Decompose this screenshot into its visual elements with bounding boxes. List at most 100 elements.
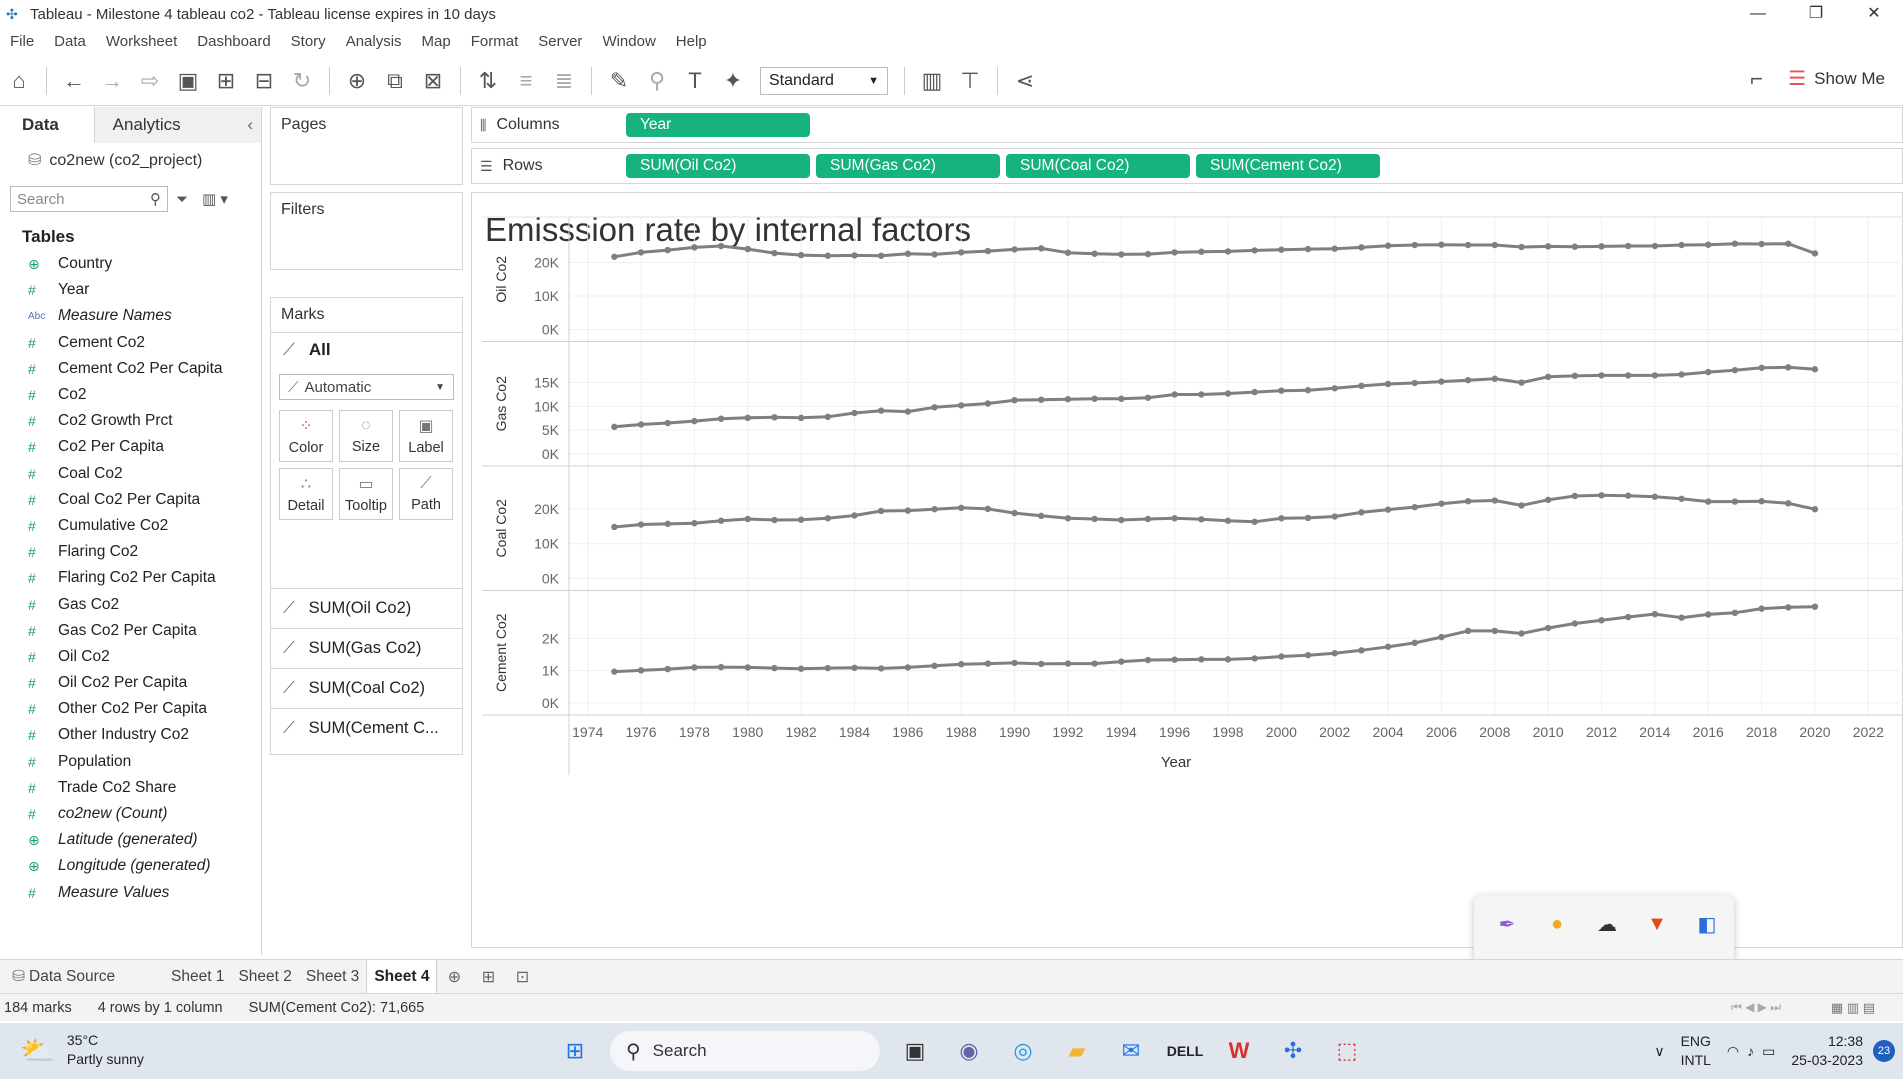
marks-all-tab[interactable]: ⟋ All — [271, 332, 462, 366]
menu-help[interactable]: Help — [675, 33, 707, 50]
menu-analysis[interactable]: Analysis — [345, 33, 402, 50]
field-co2new-count[interactable]: # co2new (Count) — [0, 801, 261, 827]
field-gas-co2[interactable]: # Gas Co2 — [0, 591, 261, 617]
tab-sheet-3[interactable]: Sheet 3 — [305, 967, 360, 985]
tooltip-mark-button[interactable]: ▭ Tooltip — [339, 468, 393, 520]
field-gas-co2-per-capita[interactable]: # Gas Co2 Per Capita — [0, 618, 261, 644]
redo-icon[interactable]: ⇨ — [140, 67, 160, 93]
columns-shelf[interactable]: ⫼ Columns Year — [471, 107, 1903, 143]
chevron-up-icon[interactable]: ∨ — [1654, 1042, 1665, 1059]
datasource-item[interactable]: ⛁ co2new (co2_project) — [0, 143, 261, 179]
field-cumulative-co2[interactable]: # Cumulative Co2 — [0, 513, 261, 539]
field-co2[interactable]: # Co2 — [0, 382, 261, 408]
save-icon[interactable]: ▣ — [177, 67, 199, 93]
wifi-icon[interactable]: ◠ — [1726, 1042, 1740, 1059]
fit-icon[interactable]: ▥ — [921, 67, 943, 93]
teams-chat-icon[interactable]: ◉ — [959, 1038, 979, 1063]
highlight-icon[interactable]: ✎ — [609, 67, 629, 93]
field-co2-per-capita[interactable]: # Co2 Per Capita — [0, 434, 261, 460]
mail-icon[interactable]: ✉ — [1121, 1038, 1141, 1063]
field-measure-names[interactable]: Abc Measure Names — [0, 303, 261, 329]
taskbar-search[interactable]: ⚲ Search — [610, 1031, 880, 1071]
field-cement-co2[interactable]: # Cement Co2 — [0, 330, 261, 356]
tab-analytics[interactable]: Analytics ‹ — [94, 107, 261, 143]
menu-worksheet[interactable]: Worksheet — [105, 33, 178, 50]
wps-office-icon[interactable]: W — [1228, 1038, 1250, 1063]
edge-browser-icon[interactable]: ◎ — [1013, 1038, 1033, 1063]
field-cement-co2-per-capita[interactable]: # Cement Co2 Per Capita — [0, 356, 261, 382]
restore-button[interactable]: ❐ — [1808, 5, 1824, 22]
language-indicator[interactable]: ENG INTL — [1681, 1032, 1711, 1070]
windows-start-icon[interactable]: ⊞ — [565, 1038, 585, 1063]
field-measure-values[interactable]: # Measure Values — [0, 880, 261, 906]
field-co2-growth-prct[interactable]: # Co2 Growth Prct — [0, 408, 261, 434]
tab-data[interactable]: Data — [0, 107, 95, 143]
color-mark-button[interactable]: ⁘ Color — [279, 410, 333, 462]
remote-icon[interactable]: ◧ — [1697, 913, 1717, 936]
clear-icon[interactable]: ⊠ — [423, 67, 443, 93]
fit-select[interactable]: Standard ▼ — [760, 66, 888, 95]
group-icon[interactable]: ⚲ — [648, 67, 666, 93]
tab-sheet-1[interactable]: Sheet 1 — [171, 967, 225, 985]
tab-sheet-4[interactable]: Sheet 4 — [366, 959, 438, 994]
new-story-icon[interactable]: ⊡ — [515, 968, 530, 986]
tableau-icon[interactable]: ✣ — [1283, 1038, 1303, 1063]
dell-icon[interactable]: DELL — [1166, 1043, 1204, 1059]
field-coal-co2[interactable]: # Coal Co2 — [0, 461, 261, 487]
field-country[interactable]: ⊕ Country — [0, 251, 261, 277]
field-longitude-generated[interactable]: ⊕ Longitude (generated) — [0, 853, 261, 879]
field-population[interactable]: # Population — [0, 749, 261, 775]
path-mark-button[interactable]: ⟋ Path — [399, 468, 453, 520]
new-worksheet-icon[interactable]: ⊕ — [347, 67, 367, 93]
menu-data[interactable]: Data — [54, 33, 86, 50]
weather-widget[interactable]: ⛅ 35°C Partly sunny — [20, 1031, 144, 1069]
marks-measure-tab[interactable]: ⟋ SUM(Cement C... — [271, 708, 462, 748]
rows-pill-sum-oil-co2[interactable]: SUM(Oil Co2) — [626, 154, 810, 178]
forward-icon[interactable]: → — [101, 67, 123, 93]
show-me-button[interactable]: ☰ Show Me — [1788, 66, 1885, 91]
browser-extension-icon[interactable]: ● — [1550, 912, 1564, 935]
minimize-button[interactable]: — — [1750, 5, 1766, 22]
marks-measure-tab[interactable]: ⟋ SUM(Oil Co2) — [271, 588, 462, 628]
field-other-industry-co2[interactable]: # Other Industry Co2 — [0, 722, 261, 748]
pages-card[interactable]: Pages — [270, 107, 463, 185]
notification-badge[interactable]: 23 — [1873, 1040, 1895, 1062]
marks-measure-tab[interactable]: ⟋ SUM(Coal Co2) — [271, 668, 462, 708]
field-oil-co2-per-capita[interactable]: # Oil Co2 Per Capita — [0, 670, 261, 696]
acrobat-icon[interactable]: ⬚ — [1336, 1038, 1358, 1063]
share-icon[interactable]: ⋖ — [1015, 67, 1035, 93]
rows-pill-sum-coal-co2[interactable]: SUM(Coal Co2) — [1006, 154, 1190, 178]
filter-icon[interactable]: ⏷ — [176, 190, 189, 208]
field-other-co2-per-capita[interactable]: # Other Co2 Per Capita — [0, 696, 261, 722]
field-flaring-co2-per-capita[interactable]: # Flaring Co2 Per Capita — [0, 565, 261, 591]
menu-format[interactable]: Format — [470, 33, 519, 50]
collapse-pane-icon[interactable]: ‹ — [247, 115, 253, 134]
tab-data-source[interactable]: ⛁ Data Source — [0, 960, 164, 994]
label-mark-button[interactable]: ▣ Label — [399, 410, 453, 462]
detail-mark-button[interactable]: ∴ Detail — [279, 468, 333, 520]
vpn-icon[interactable]: ▼ — [1647, 912, 1667, 935]
menu-dashboard[interactable]: Dashboard — [197, 33, 271, 50]
volume-icon[interactable]: ♪ — [1747, 1043, 1755, 1059]
battery-icon[interactable]: ▭ — [1762, 1042, 1776, 1059]
pause-updates-icon[interactable]: ⊟ — [254, 67, 274, 93]
marks-measure-tab[interactable]: ⟋ SUM(Gas Co2) — [271, 628, 462, 668]
presentation-icon[interactable]: ⊤ — [960, 67, 980, 93]
view-options-icon[interactable]: ▥ ▾ — [202, 191, 228, 208]
size-mark-button[interactable]: ◌ Size — [339, 410, 393, 462]
sort-asc-icon[interactable]: ≡ — [519, 67, 533, 93]
pen-icon[interactable]: ✒ — [1498, 913, 1516, 936]
home-icon[interactable]: ⌂ — [12, 67, 26, 93]
search-input[interactable]: Search ⚲ — [10, 186, 168, 212]
field-flaring-co2[interactable]: # Flaring Co2 — [0, 539, 261, 565]
refresh-icon[interactable]: ↻ — [292, 67, 312, 93]
back-icon[interactable]: ← — [63, 67, 85, 93]
field-latitude-generated[interactable]: ⊕ Latitude (generated) — [0, 827, 261, 853]
menu-file[interactable]: File — [10, 33, 35, 50]
menu-server[interactable]: Server — [538, 33, 583, 50]
menu-story[interactable]: Story — [290, 33, 326, 50]
clock[interactable]: 12:38 25-03-2023 — [1791, 1032, 1863, 1070]
field-trade-co2-share[interactable]: # Trade Co2 Share — [0, 775, 261, 801]
duplicate-icon[interactable]: ⧉ — [387, 67, 403, 93]
new-dashboard-icon[interactable]: ⊞ — [481, 968, 496, 986]
